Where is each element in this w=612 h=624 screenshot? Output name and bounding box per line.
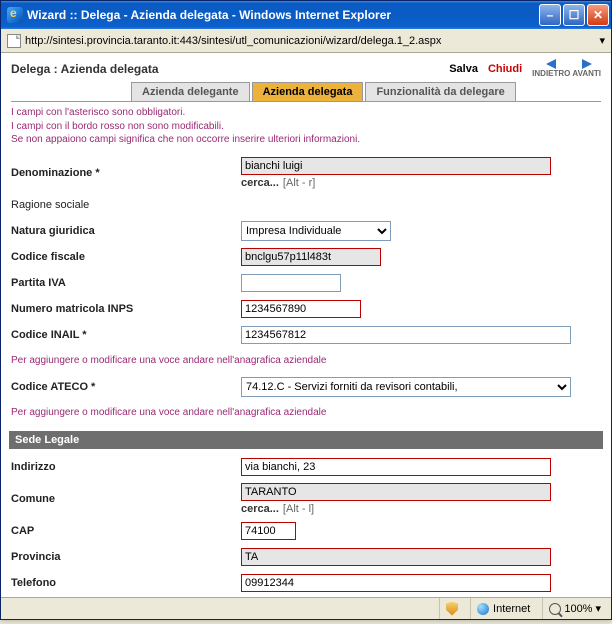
zoom-control[interactable]: 100%▾: [542, 598, 607, 619]
close-link[interactable]: Chiudi: [488, 63, 522, 75]
url-text[interactable]: http://sintesi.provincia.taranto.it:443/…: [25, 35, 595, 47]
arrow-left-icon: [546, 59, 556, 69]
window-title: Wizard :: Delega - Azienda delegata - Wi…: [27, 8, 537, 22]
label-inail: Codice INAIL *: [11, 329, 241, 341]
page-icon: [7, 34, 21, 48]
tab-bar: Azienda delegante Azienda delegata Funzi…: [11, 82, 601, 102]
codfisc-input: [241, 248, 381, 266]
label-codfisc: Codice fiscale: [11, 251, 241, 263]
section-sede-legale: Sede Legale: [9, 431, 603, 449]
url-dropdown-icon[interactable]: ▾: [599, 34, 605, 47]
minimize-button[interactable]: –: [539, 4, 561, 26]
label-indirizzo: Indirizzo: [11, 461, 241, 473]
indirizzo-input[interactable]: [241, 458, 551, 476]
arrow-right-icon: [582, 59, 592, 69]
inail-input[interactable]: [241, 326, 571, 344]
address-bar: http://sintesi.provincia.taranto.it:443/…: [1, 29, 611, 53]
status-zone: Internet: [493, 603, 530, 615]
label-ragione: Ragione sociale: [11, 199, 241, 211]
label-telefono: Telefono: [11, 577, 241, 589]
telefono-input[interactable]: [241, 574, 551, 592]
window-titlebar: Wizard :: Delega - Azienda delegata - Wi…: [1, 1, 611, 29]
hint-anagrafica-1: Per aggiungere o modificare una voce and…: [11, 355, 326, 366]
piva-input[interactable]: [241, 274, 341, 292]
tab-delegante[interactable]: Azienda delegante: [131, 82, 250, 101]
forward-button[interactable]: AVANTI: [572, 59, 601, 78]
label-piva: Partita IVA: [11, 277, 241, 289]
tab-delegata[interactable]: Azienda delegata: [252, 82, 364, 101]
label-inps: Numero matricola INPS: [11, 303, 241, 315]
cerca-r-link[interactable]: cerca...[Alt - r]: [241, 177, 601, 189]
tab-funzionalita[interactable]: Funzionalità da delegare: [365, 82, 515, 101]
globe-icon: [477, 603, 489, 615]
provincia-input: [241, 548, 551, 566]
magnifier-icon: [549, 603, 561, 615]
shield-icon: [446, 602, 458, 616]
maximize-button[interactable]: ☐: [563, 4, 585, 26]
ie-icon: [7, 7, 23, 23]
back-button[interactable]: INDIETRO: [532, 59, 570, 78]
natura-select[interactable]: Impresa Individuale: [241, 221, 391, 241]
cerca-l-link[interactable]: cerca...[Alt - l]: [241, 503, 601, 515]
ateco-select[interactable]: 74.12.C - Servizi forniti da revisori co…: [241, 377, 571, 397]
hint-anagrafica-2: Per aggiungere o modificare una voce and…: [11, 407, 326, 418]
denominazione-input: [241, 157, 551, 175]
label-comune: Comune: [11, 493, 241, 505]
cap-input[interactable]: [241, 522, 296, 540]
status-bar: Internet 100%▾: [1, 597, 611, 619]
breadcrumb: Delega : Azienda delegata: [11, 62, 449, 76]
label-cap: CAP: [11, 525, 241, 537]
hints-block: I campi con l'asterisco sono obbligatori…: [11, 106, 601, 147]
comune-input: [241, 483, 551, 501]
label-denominazione: Denominazione *: [11, 167, 241, 179]
label-ateco: Codice ATECO *: [11, 381, 241, 393]
label-provincia: Provincia: [11, 551, 241, 563]
save-link[interactable]: Salva: [449, 63, 478, 75]
close-button[interactable]: ✕: [587, 4, 609, 26]
label-natura: Natura giuridica: [11, 225, 241, 237]
inps-input[interactable]: [241, 300, 361, 318]
